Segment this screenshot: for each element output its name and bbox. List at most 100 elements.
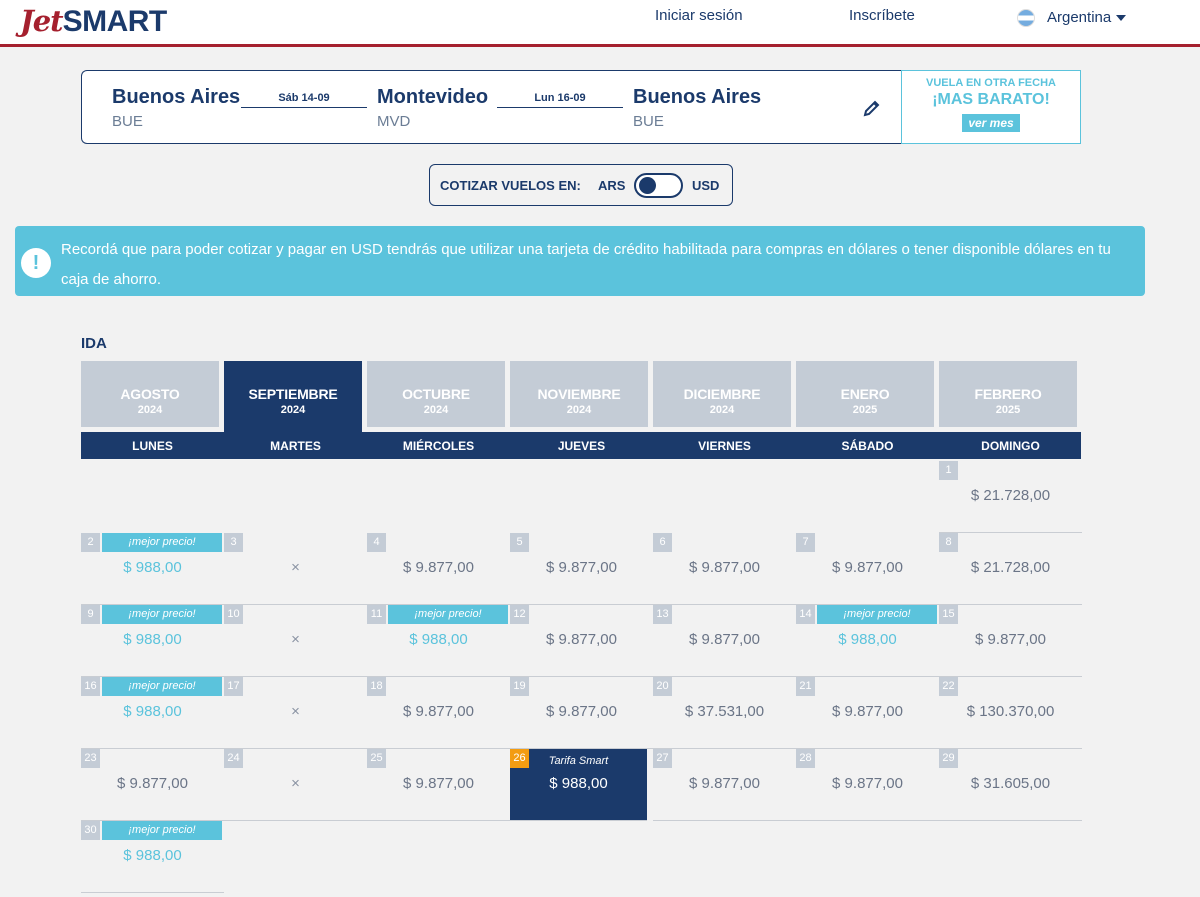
month-name: OCTUBRE [402, 386, 470, 402]
best-price-badge: ¡mejor precio! [102, 605, 222, 624]
day-number: 1 [939, 461, 958, 480]
unavailable-icon: × [291, 775, 300, 792]
day-number: 16 [81, 677, 100, 696]
calendar-day-16[interactable]: 16 ¡mejor precio! $ 988,00 [81, 677, 224, 749]
calendar-day-26[interactable]: 26 Tarifa Smart $ 988,00 [510, 749, 647, 821]
calendar-day-6[interactable]: 6 $ 9.877,00 [653, 533, 796, 605]
day-number: 17 [224, 677, 243, 696]
day-number: 13 [653, 605, 672, 624]
site-header: JetSMART Iniciar sesión Inscríbete Argen… [0, 0, 1200, 47]
day-number: 23 [81, 749, 100, 768]
calendar-day-11[interactable]: 11 ¡mejor precio! $ 988,00 [367, 605, 510, 677]
day-number: 20 [653, 677, 672, 696]
pencil-icon[interactable] [862, 98, 882, 118]
calendar-day-7[interactable]: 7 $ 9.877,00 [796, 533, 939, 605]
calendar-day-15[interactable]: 15 $ 9.877,00 [939, 605, 1082, 677]
weekday-label: DOMINGO [981, 439, 1040, 453]
day-price: $ 130.370,00 [966, 703, 1055, 720]
month-year: 2025 [995, 404, 1021, 416]
day-number: 5 [510, 533, 529, 552]
calendar-day-29[interactable]: 29 $ 31.605,00 [939, 749, 1082, 821]
day-number: 21 [796, 677, 815, 696]
calendar-day-2[interactable]: 2 ¡mejor precio! $ 988,00 [81, 533, 224, 605]
day-price: $ 9.877,00 [689, 559, 760, 576]
usd-info-alert: ! Recordá que para poder cotizar y pagar… [15, 226, 1145, 296]
tab-diciembre[interactable]: DICIEMBRE 2024 [653, 361, 791, 427]
best-price-badge: ¡mejor precio! [102, 677, 222, 696]
best-price-badge: ¡mejor precio! [388, 605, 508, 624]
day-number: 8 [939, 533, 958, 552]
day-number: 7 [796, 533, 815, 552]
weekday-header: LUNES MARTES MIÉRCOLES JUEVES VIERNES SÁBADO D… [81, 432, 1081, 459]
day-price: $ 9.877,00 [689, 775, 760, 792]
day-number: 2 [81, 533, 100, 552]
day-price: $ 9.877,00 [975, 631, 1046, 648]
day-price: $ 988,00 [123, 847, 182, 864]
tab-agosto[interactable]: AGOSTO 2024 [81, 361, 219, 427]
day-price: $ 9.877,00 [832, 775, 903, 792]
calendar-day-3: 3 × [224, 533, 367, 605]
day-price: $ 9.877,00 [403, 703, 474, 720]
country-selector[interactable]: Argentina [1047, 9, 1127, 26]
calendar-day-5[interactable]: 5 $ 9.877,00 [510, 533, 653, 605]
weekday-label: VIERNES [698, 439, 751, 453]
calendar-day-13[interactable]: 13 $ 9.877,00 [653, 605, 796, 677]
day-price: $ 9.877,00 [117, 775, 188, 792]
tab-septiembre[interactable]: SEPTIEMBRE 2024 [224, 361, 362, 433]
best-price-badge: ¡mejor precio! [817, 605, 937, 624]
day-number: 9 [81, 605, 100, 624]
weekday-label: MARTES [270, 439, 321, 453]
calendar-day-14[interactable]: 14 ¡mejor precio! $ 988,00 [796, 605, 939, 677]
day-price: $ 9.877,00 [546, 631, 617, 648]
day-number: 11 [367, 605, 386, 624]
day-number: 30 [81, 821, 100, 840]
calendar-day-21[interactable]: 21 $ 9.877,00 [796, 677, 939, 749]
calendar-day-12[interactable]: 12 $ 9.877,00 [510, 605, 653, 677]
weekday-label: JUEVES [557, 439, 606, 453]
day-price: $ 9.877,00 [546, 703, 617, 720]
day-number: 14 [796, 605, 815, 624]
view-month-button[interactable]: ver mes [962, 114, 1020, 132]
calendar-day-8[interactable]: 8 $ 21.728,00 [939, 533, 1082, 605]
calendar-day-30[interactable]: 30 ¡mejor precio! $ 988,00 [81, 821, 224, 893]
day-price: $ 9.877,00 [689, 631, 760, 648]
calendar-day-1[interactable]: 1 $ 21.728,00 [939, 461, 1082, 533]
month-name: DICIEMBRE [683, 386, 761, 402]
month-year: 2024 [709, 404, 735, 416]
currency-toggle[interactable] [634, 173, 683, 198]
tab-octubre[interactable]: OCTUBRE 2024 [367, 361, 505, 427]
calendar-day-18[interactable]: 18 $ 9.877,00 [367, 677, 510, 749]
calendar-day-19[interactable]: 19 $ 9.877,00 [510, 677, 653, 749]
calendar-day-20[interactable]: 20 $ 37.531,00 [653, 677, 796, 749]
tab-noviembre[interactable]: NOVIEMBRE 2024 [510, 361, 648, 427]
day-number: 26 [510, 749, 529, 768]
day-price: $ 31.605,00 [970, 775, 1051, 792]
unavailable-icon: × [291, 703, 300, 720]
jetsmart-logo[interactable]: JetSMART [20, 4, 167, 38]
toggle-knob [639, 177, 656, 194]
calendar-day-25[interactable]: 25 $ 9.877,00 [367, 749, 510, 821]
calendar-day-22[interactable]: 22 $ 130.370,00 [939, 677, 1082, 749]
day-price: $ 21.728,00 [970, 487, 1051, 504]
calendar-day-27[interactable]: 27 $ 9.877,00 [653, 749, 796, 821]
signup-link[interactable]: Inscríbete [849, 7, 915, 24]
day-price: $ 9.877,00 [832, 559, 903, 576]
calendar-day-4[interactable]: 4 $ 9.877,00 [367, 533, 510, 605]
day-price: $ 988,00 [123, 559, 182, 576]
login-link[interactable]: Iniciar sesión [655, 7, 743, 24]
calendar-day-23[interactable]: 23 $ 9.877,00 [81, 749, 224, 821]
calendar-day-9[interactable]: 9 ¡mejor precio! $ 988,00 [81, 605, 224, 677]
outbound-date: Sáb 14-09 [241, 92, 367, 108]
month-name: SEPTIEMBRE [248, 386, 338, 402]
day-price: $ 9.877,00 [403, 559, 474, 576]
tab-enero[interactable]: ENERO 2025 [796, 361, 934, 427]
tab-febrero[interactable]: FEBRERO 2025 [939, 361, 1077, 427]
calendar-day-28[interactable]: 28 $ 9.877,00 [796, 749, 939, 821]
section-title: IDA [81, 335, 107, 352]
day-price: $ 988,00 [409, 631, 468, 648]
day-price: $ 988,00 [123, 631, 182, 648]
day-price: $ 9.877,00 [546, 559, 617, 576]
chevron-down-icon [1116, 15, 1127, 22]
day-number: 27 [653, 749, 672, 768]
month-year: 2024 [280, 404, 306, 416]
